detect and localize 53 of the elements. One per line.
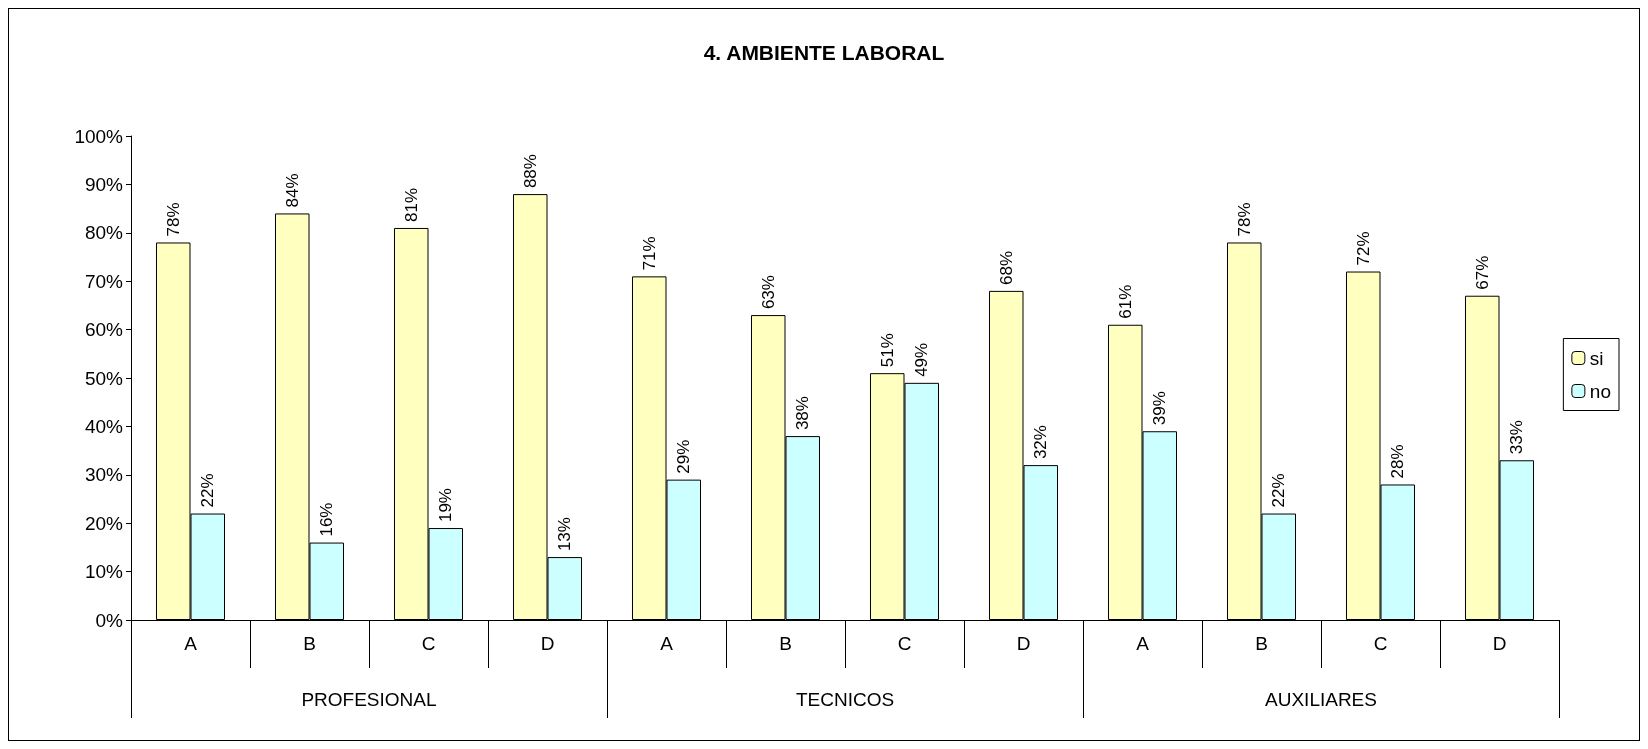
data-label: 81%	[401, 187, 421, 222]
data-label: 28%	[1388, 444, 1408, 479]
text: PROFESIONAL	[301, 689, 437, 710]
y-tick-label: 40%	[84, 415, 124, 437]
data-label: 19%	[436, 488, 456, 523]
data-label: 29%	[674, 439, 694, 474]
y-tick-label: 0%	[95, 609, 124, 631]
data-label: 51%	[877, 333, 897, 368]
y-tick-label: 80%	[84, 222, 124, 244]
text: AUXILIARES	[1265, 689, 1377, 710]
data-label: 33%	[1507, 420, 1527, 455]
data-label: 22%	[198, 473, 218, 508]
y-tick-label: 20%	[84, 512, 124, 534]
data-label: 16%	[317, 502, 337, 537]
data-label: 68%	[996, 250, 1016, 285]
x-tick-label: A	[1136, 633, 1150, 654]
data-label: 22%	[1269, 473, 1289, 508]
y-tick-label: 90%	[84, 173, 124, 195]
data-label: 67%	[1472, 255, 1492, 290]
data-label: 63%	[758, 275, 778, 310]
legend-label: si	[1589, 347, 1604, 369]
text: TECNICOS	[795, 689, 895, 710]
x-tick-label: B	[1255, 633, 1268, 654]
data-label: 49%	[912, 342, 932, 377]
data-label: 72%	[1353, 231, 1373, 266]
data-label: 13%	[555, 517, 575, 552]
legend-label: no	[1589, 380, 1612, 402]
x-tick-label: C	[1373, 633, 1388, 654]
data-label: 84%	[282, 173, 302, 208]
y-tick-label: 70%	[84, 270, 124, 292]
x-tick-label: D	[1016, 633, 1031, 654]
y-tick-label: 50%	[84, 367, 124, 389]
y-tick-label: 60%	[84, 319, 124, 341]
x-tick-label: B	[303, 633, 316, 654]
data-label: 78%	[163, 202, 183, 237]
x-tick-label: A	[660, 633, 674, 654]
data-label: 78%	[1234, 202, 1254, 237]
y-tick-label: 30%	[84, 464, 124, 486]
data-label: 38%	[793, 396, 813, 431]
data-label: 88%	[520, 154, 540, 189]
x-tick-label: A	[184, 633, 198, 654]
data-label: 61%	[1115, 284, 1135, 319]
chart-title: 4. AMBIENTE LABORAL	[703, 41, 945, 64]
data-label: 71%	[639, 236, 659, 271]
x-tick-label: B	[779, 633, 792, 654]
data-label: 32%	[1031, 425, 1051, 460]
x-tick-label: D	[540, 633, 555, 654]
x-tick-label: D	[1492, 633, 1507, 654]
x-tick-label: C	[897, 633, 912, 654]
x-tick-label: C	[421, 633, 436, 654]
data-label: 39%	[1150, 391, 1170, 426]
y-tick-label: 10%	[84, 561, 124, 583]
y-tick-label: 100%	[74, 125, 124, 147]
